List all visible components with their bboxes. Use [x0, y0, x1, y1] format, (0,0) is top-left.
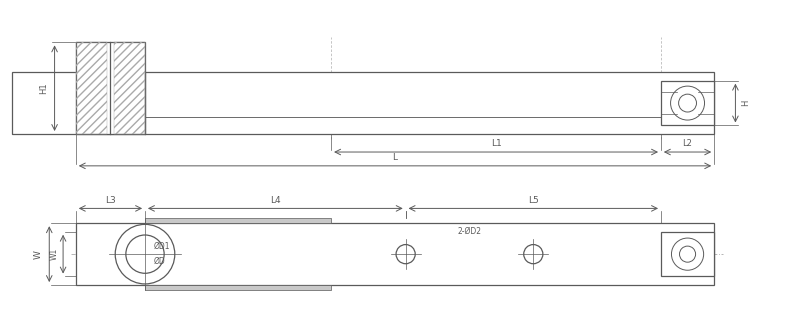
Bar: [661, 81, 714, 125]
Bar: [76, 223, 714, 285]
Bar: [12, 72, 714, 134]
Bar: [76, 43, 107, 134]
Text: L5: L5: [528, 196, 539, 205]
Text: ØD1: ØD1: [153, 242, 170, 251]
Text: L2: L2: [683, 139, 693, 148]
Bar: [114, 43, 145, 134]
Bar: [76, 43, 145, 134]
Text: 2-ØD2: 2-ØD2: [457, 227, 481, 236]
Text: H: H: [742, 100, 750, 106]
Text: L4: L4: [270, 196, 280, 205]
Text: ØD: ØD: [153, 257, 165, 266]
Bar: [661, 232, 714, 276]
Text: H1: H1: [40, 82, 48, 94]
Bar: [145, 218, 331, 223]
Text: W1: W1: [50, 248, 59, 260]
Text: L: L: [393, 153, 397, 162]
Text: L3: L3: [105, 196, 116, 205]
Text: W: W: [34, 250, 43, 259]
Bar: [145, 285, 331, 290]
Text: L1: L1: [491, 139, 502, 148]
